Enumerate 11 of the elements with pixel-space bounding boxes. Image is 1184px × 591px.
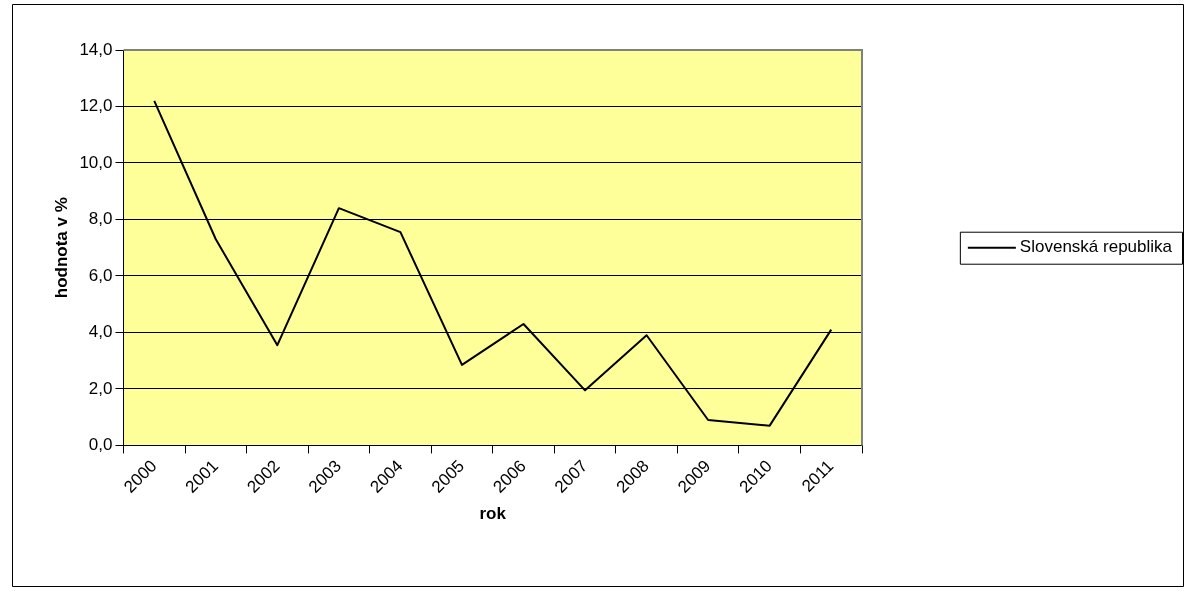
- legend-label: Slovenská republika: [1019, 237, 1173, 257]
- y-tick-label: 14,0: [79, 39, 113, 59]
- y-tick-label: 8,0: [88, 209, 113, 229]
- y-tick-label: 2,0: [88, 378, 113, 398]
- y-tick-label: 4,0: [88, 322, 113, 342]
- y-axis-title: hodnota v %: [51, 197, 71, 299]
- y-tick-label: 6,0: [88, 265, 113, 285]
- y-tick-label: 10,0: [79, 152, 113, 172]
- y-tick-label: 0,0: [88, 435, 113, 455]
- x-axis-title: rok: [479, 504, 507, 524]
- y-tick-label: 12,0: [79, 96, 113, 116]
